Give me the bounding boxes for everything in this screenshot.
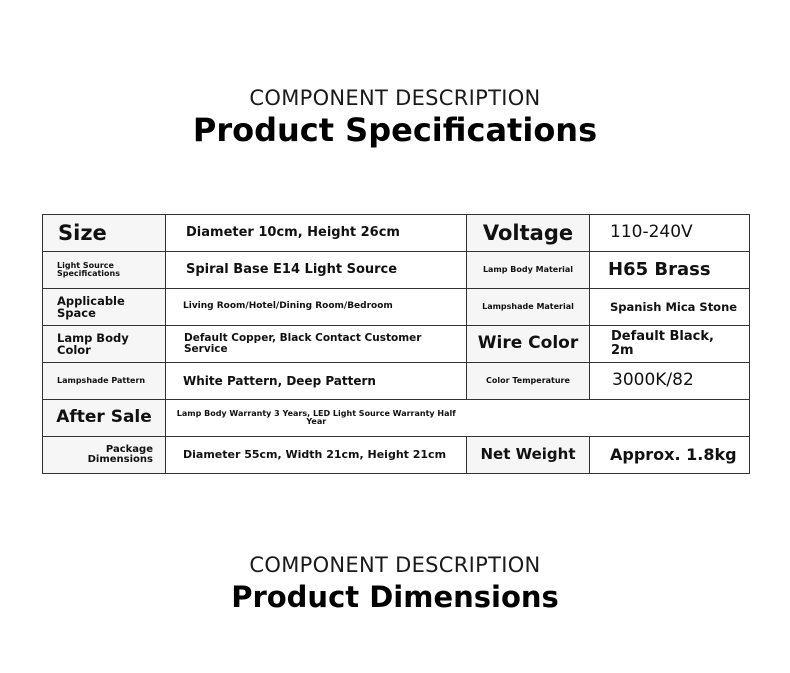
spec-value: Lamp Body Warranty 3 Years, LED Light So… (165, 399, 467, 437)
spec-label: Applicable Space (42, 288, 166, 326)
spec-label: After Sale (42, 399, 166, 437)
section-kicker: COMPONENT DESCRIPTION (249, 86, 541, 110)
spec-label: Light Source Specifications (42, 251, 166, 289)
spec-value: Spiral Base E14 Light Source (165, 251, 467, 289)
spec-value: Living Room/Hotel/Dining Room/Bedroom (165, 288, 467, 326)
table-row: Applicable Space Living Room/Hotel/Dinin… (42, 288, 750, 326)
spec-label: Net Weight (466, 436, 590, 474)
spec-value: 110-240V (589, 214, 750, 252)
spec-value: Approx. 1.8kg (589, 436, 750, 474)
table-row: Light Source Specifications Spiral Base … (42, 251, 750, 289)
spec-label: Wire Color (466, 325, 590, 363)
page-title: Product Specifications (192, 111, 598, 149)
spec-value: Diameter 10cm, Height 26cm (165, 214, 467, 252)
table-row: After Sale Lamp Body Warranty 3 Years, L… (42, 399, 750, 437)
spec-label: Lamp Body Material (466, 251, 590, 289)
empty-cell (466, 399, 590, 437)
table-row: Lamp Body Color Default Copper, Black Co… (42, 325, 750, 363)
empty-cell (589, 399, 750, 437)
spec-value: Diameter 55cm, Width 21cm, Height 21cm (165, 436, 467, 474)
table-row: Size Diameter 10cm, Height 26cm Voltage … (42, 214, 750, 252)
spec-value: White Pattern, Deep Pattern (165, 362, 467, 400)
spec-label: Lampshade Material (466, 288, 590, 326)
spec-label: Lampshade Pattern (42, 362, 166, 400)
table-row: Package Dimensions Diameter 55cm, Width … (42, 436, 750, 474)
spec-label: Voltage (466, 214, 590, 252)
spec-label: Package Dimensions (42, 436, 166, 474)
spec-value: H65 Brass (589, 251, 750, 289)
spec-label: Lamp Body Color (42, 325, 166, 363)
spec-label: Size (42, 214, 166, 252)
section-title: Product Dimensions (231, 580, 559, 614)
table-row: Lampshade Pattern White Pattern, Deep Pa… (42, 362, 750, 400)
spec-value: Default Copper, Black Contact Customer S… (165, 325, 467, 363)
spec-value: Default Black, 2m (589, 325, 750, 363)
specifications-table: Size Diameter 10cm, Height 26cm Voltage … (42, 214, 750, 474)
spec-label: Color Temperature (466, 362, 590, 400)
spec-value: Spanish Mica Stone (589, 288, 750, 326)
spec-value: 3000K/82 (589, 362, 750, 400)
section-kicker: COMPONENT DESCRIPTION (249, 553, 541, 577)
